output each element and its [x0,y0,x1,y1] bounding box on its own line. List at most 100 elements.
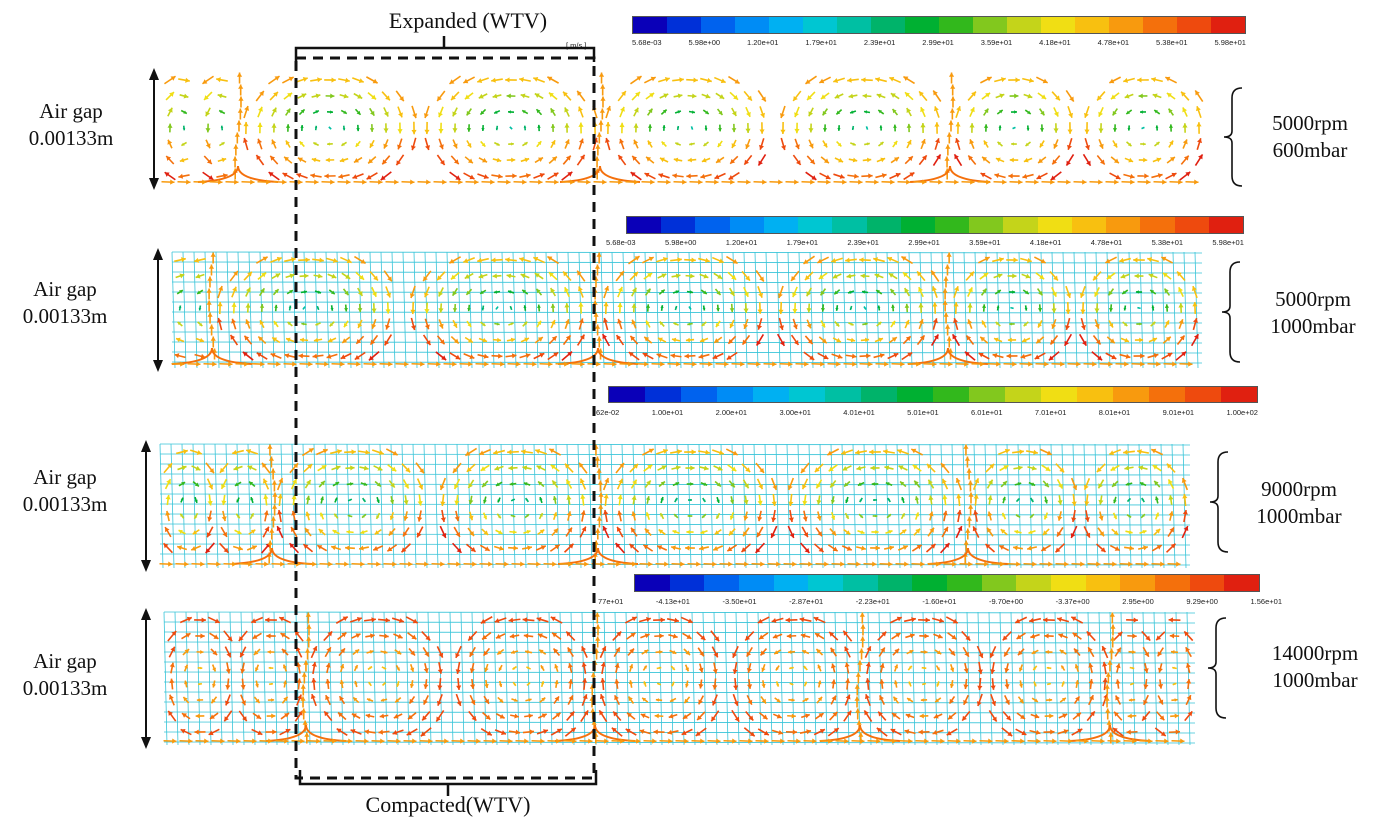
vector-arrowhead [218,285,224,291]
vector-arrowhead [1148,738,1153,744]
vector-arrowhead [437,275,442,281]
vector-arrowhead [780,129,786,135]
vector-arrowhead [1031,482,1036,486]
vector-arrowhead [759,144,764,150]
vector-arrowhead [876,93,882,99]
vector-arrowhead [908,738,913,744]
vector-arrowhead [772,361,777,367]
vector-arrowhead [1116,738,1121,744]
vector-arrowhead [536,616,542,622]
vector-arrowhead [508,465,513,471]
vector-arrowhead [613,711,618,717]
vector-arrowhead [967,319,973,325]
vector-arrowhead [818,713,824,718]
vector-arrowhead [1024,307,1028,311]
vector-arrowhead [861,77,866,83]
vector-arrowhead [806,729,811,735]
vector-arrowhead [837,128,841,131]
vector-arrowhead [276,526,282,532]
vector-arrowhead [1116,647,1121,653]
vector-arrowhead [436,700,442,706]
vector-arrowhead [648,108,653,114]
vector-arrowhead [332,738,337,744]
vector-arrowhead [553,648,559,654]
vector-arrowhead [1084,501,1090,506]
vector-arrowhead [244,361,249,367]
vector-arrowhead [845,694,851,700]
vector-arrowhead [833,728,839,733]
vector-arrowhead [1112,561,1117,567]
vector-arrowhead [532,361,537,367]
colorbar-tick-label: 3.59e+01 [969,238,1001,247]
vector-arrowhead [196,361,201,367]
vector-arrowhead [1068,112,1074,118]
vector-arrowhead [775,667,779,671]
vector-arrowhead [1027,93,1033,99]
vector-arrowhead [1025,142,1029,146]
vector-arrowhead [870,465,875,471]
vector-arrowhead [1113,515,1117,520]
vector-arrowhead [525,173,531,179]
vector-arrowhead [794,128,800,134]
vector-arrowhead [1153,353,1159,359]
vector-arrowhead [600,561,605,567]
vector-arrowhead [762,179,767,185]
vector-arrowhead [921,155,927,161]
vector-arrowhead [850,110,854,114]
vector-arrowhead [440,517,446,522]
vector-arrowhead [334,497,338,501]
stagnation-plume [909,165,991,183]
vector-arrowhead [438,291,443,297]
vector-arrowhead [843,630,849,636]
vector-arrowhead [321,465,327,470]
vector-arrowhead [639,729,645,735]
vector-arrowhead [747,95,752,101]
vector-arrowhead [690,482,694,486]
vector-arrowhead [771,617,777,623]
vector-arrowhead [686,634,692,639]
wtv-dashed-box [294,56,596,780]
vector-arrowhead [1086,631,1092,637]
vector-arrowhead [233,465,239,471]
vector-arrowhead [1128,514,1132,518]
vector-arrowhead [889,545,894,551]
vector-arrowhead [778,179,783,185]
vector-arrowhead [747,699,753,705]
vector-arrowhead [905,713,911,719]
vector-arrowhead [484,667,489,672]
vector-arrowhead [827,450,833,456]
vector-arrowhead [674,497,678,501]
vector-arrowhead [677,93,683,99]
colorbar-tick-label: -3.37e+00 [1055,597,1090,606]
vector-arrowhead [699,651,704,657]
vector-arrowhead [1039,274,1045,280]
vector-arrowhead [793,95,798,101]
vector-arrowhead [1175,729,1181,735]
vector-arrowhead [992,353,998,359]
vector-arrowhead [836,337,841,343]
air-gap-text: Air gap [33,465,97,489]
vector-arrowhead [1009,157,1014,163]
vector-arrowhead [812,738,817,744]
vector-arrowhead [483,650,489,656]
vector-arrowhead [327,631,333,637]
vector-arrowhead [731,274,737,280]
vector-arrowhead [603,301,609,307]
vector-arrowhead [1129,545,1134,551]
vector-arrowhead [1181,91,1186,97]
vector-arrowhead [236,72,243,77]
vector-arrowhead [185,77,190,83]
vector-arrowhead [1080,309,1086,314]
vector-arrowhead [483,353,489,359]
vector-arrowhead [554,664,559,669]
vector-arrowhead [420,731,426,737]
colorbar-tick-label: 4.18e+01 [1029,238,1062,247]
vector-arrowhead [953,318,959,324]
vector-arrowhead [596,468,602,473]
vector-arrowhead [905,336,911,342]
vector-arrowhead [1180,738,1185,744]
vector-arrowhead [184,664,188,669]
vector-arrowhead [642,697,647,702]
vector-arrowhead [1114,179,1119,185]
vector-arrowhead [1069,96,1074,102]
